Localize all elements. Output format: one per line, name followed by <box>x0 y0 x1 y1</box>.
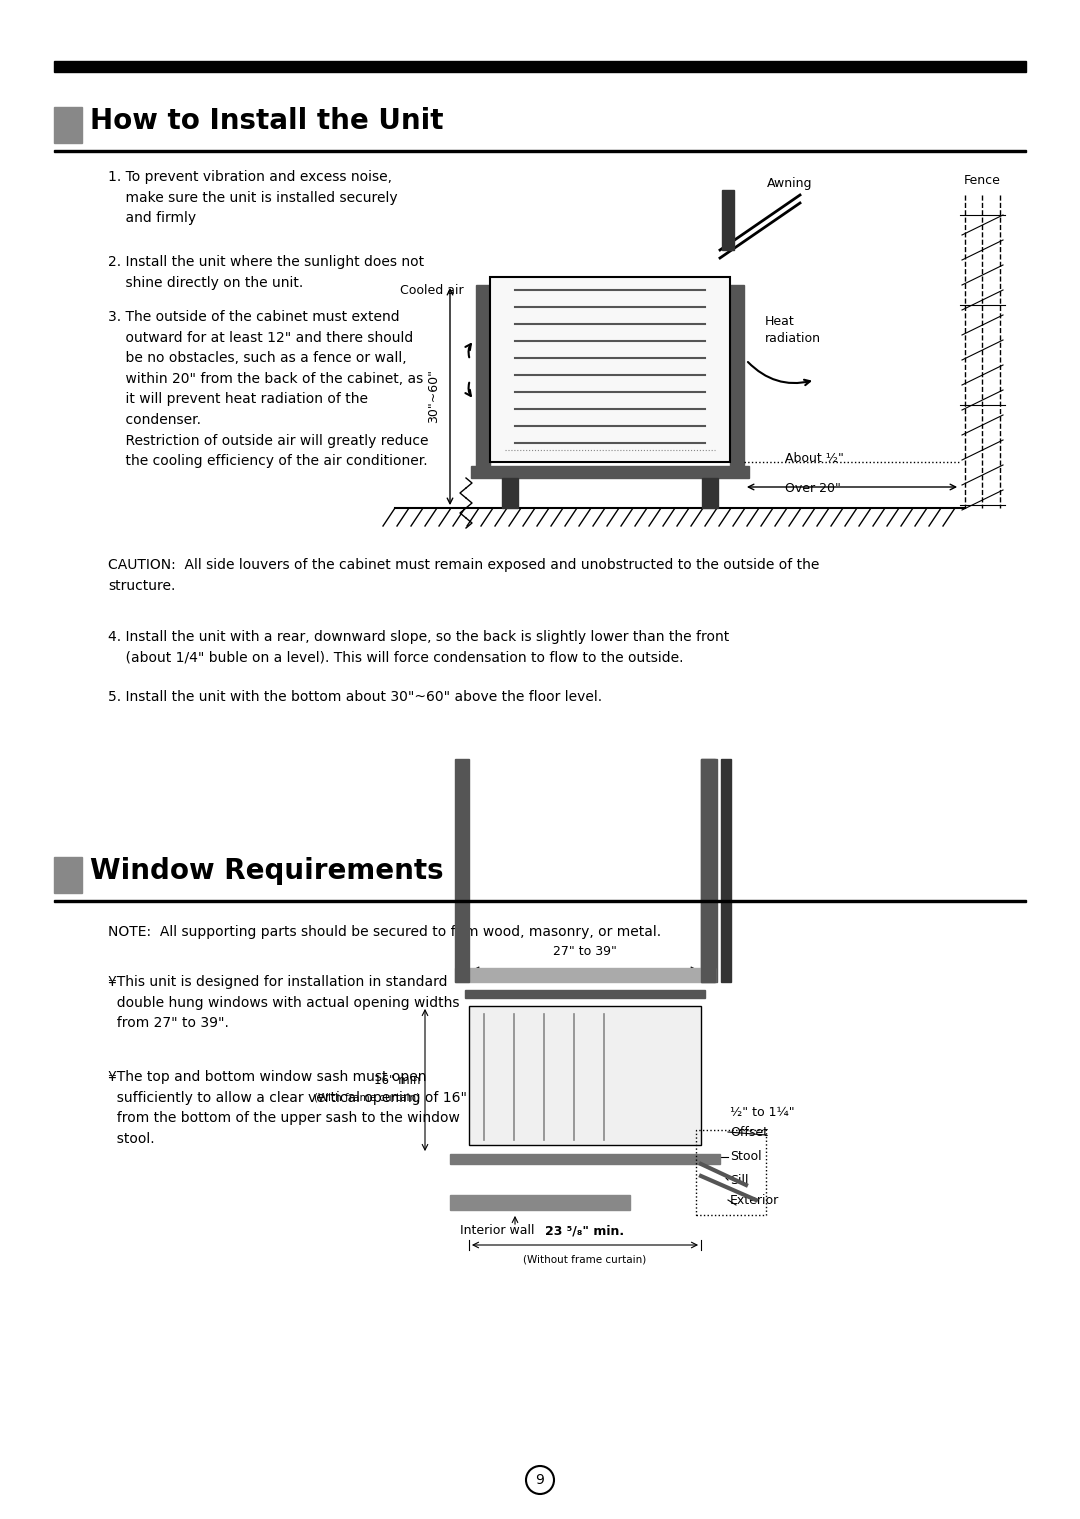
Bar <box>730 286 744 469</box>
Bar <box>471 466 750 478</box>
Text: NOTE:  All supporting parts should be secured to firm wood, masonry, or metal.: NOTE: All supporting parts should be sec… <box>108 925 661 939</box>
Text: Over 20": Over 20" <box>785 482 841 495</box>
Bar <box>721 760 731 981</box>
Bar <box>455 760 469 981</box>
Bar <box>54 61 1026 71</box>
Text: 3. The outside of the cabinet must extend
    outward for at least 12" and there: 3. The outside of the cabinet must exten… <box>108 310 429 468</box>
Text: Cooled air: Cooled air <box>400 284 463 296</box>
Text: ½" to 1¼": ½" to 1¼" <box>730 1106 795 1118</box>
Text: About ½": About ½" <box>785 453 843 465</box>
Text: ¥This unit is designed for installation in standard
  double hung windows with a: ¥This unit is designed for installation … <box>108 975 459 1030</box>
Text: 2. Install the unit where the sunlight does not
    shine directly on the unit.: 2. Install the unit where the sunlight d… <box>108 255 424 290</box>
Text: 23 ⁵/₈" min.: 23 ⁵/₈" min. <box>545 1224 624 1236</box>
Bar <box>54 899 1026 902</box>
Bar <box>450 1195 630 1211</box>
Text: Interior wall: Interior wall <box>460 1223 535 1236</box>
Text: 1. To prevent vibration and excess noise,
    make sure the unit is installed se: 1. To prevent vibration and excess noise… <box>108 170 397 225</box>
Text: Window Requirements: Window Requirements <box>90 857 444 886</box>
Bar <box>476 286 490 469</box>
Text: How to Install the Unit: How to Install the Unit <box>90 106 444 135</box>
Text: Fence: Fence <box>963 175 1000 187</box>
Text: 16" min: 16" min <box>374 1074 420 1086</box>
Text: Awning: Awning <box>767 178 813 190</box>
Text: ¥The top and bottom window sash must open
  sufficiently to allow a clear vertic: ¥The top and bottom window sash must ope… <box>108 1069 467 1145</box>
Text: CAUTION:  All side louvers of the cabinet must remain exposed and unobstructed t: CAUTION: All side louvers of the cabinet… <box>108 557 820 592</box>
Text: Sill: Sill <box>730 1174 748 1186</box>
Bar <box>701 760 717 981</box>
Text: 5. Install the unit with the bottom about 30"~60" above the floor level.: 5. Install the unit with the bottom abou… <box>108 690 603 703</box>
Bar <box>490 276 730 462</box>
Text: 4. Install the unit with a rear, downward slope, so the back is slightly lower t: 4. Install the unit with a rear, downwar… <box>108 630 729 665</box>
Bar <box>469 1006 701 1145</box>
Bar <box>54 150 1026 152</box>
Bar <box>465 990 705 998</box>
Bar <box>455 968 715 981</box>
Bar <box>502 478 518 507</box>
Bar <box>450 1154 720 1164</box>
Text: Offset: Offset <box>730 1126 768 1139</box>
Text: Exterior: Exterior <box>730 1194 780 1206</box>
Text: (With frame curtain): (With frame curtain) <box>314 1094 420 1103</box>
Bar <box>701 760 715 981</box>
Bar <box>54 106 82 143</box>
Bar <box>54 857 82 893</box>
Text: Heat
radiation: Heat radiation <box>765 314 821 345</box>
Bar <box>702 478 718 507</box>
Text: 30"~60": 30"~60" <box>427 369 440 422</box>
Text: 27" to 39": 27" to 39" <box>553 945 617 958</box>
Bar <box>696 1130 766 1215</box>
Text: (Without frame curtain): (Without frame curtain) <box>524 1255 647 1265</box>
Text: 9: 9 <box>536 1473 544 1487</box>
Text: Stool: Stool <box>730 1150 761 1164</box>
Bar <box>723 190 734 251</box>
